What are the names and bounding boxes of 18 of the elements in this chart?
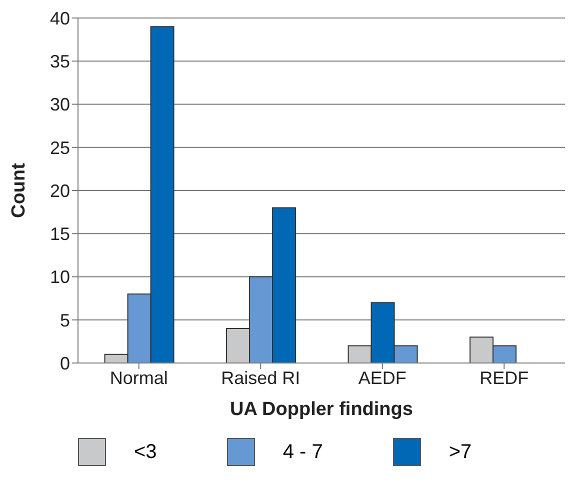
x-axis-title: UA Doppler findings <box>230 399 413 420</box>
legend-label: 4 - 7 <box>282 440 323 464</box>
y-tick-label: 20 <box>50 180 70 201</box>
y-tick-label: 0 <box>60 353 70 374</box>
legend-label: <3 <box>134 440 157 464</box>
legend-label: >7 <box>448 440 472 464</box>
x-tick-label: AEDF <box>358 368 406 388</box>
y-tick-label: 30 <box>50 94 70 115</box>
y-tick-label: 15 <box>50 224 70 244</box>
y-axis-title: Count <box>8 162 30 218</box>
y-tick-label: 40 <box>50 8 70 28</box>
x-tick-label: REDF <box>480 368 529 388</box>
y-tick-label: 25 <box>50 138 70 158</box>
y-tick-label: 35 <box>50 52 70 72</box>
x-tick-label: Raised RI <box>221 368 300 388</box>
y-tick-label: 5 <box>60 310 70 330</box>
x-tick-label: Normal <box>110 368 168 388</box>
y-tick-label: 10 <box>50 267 70 288</box>
